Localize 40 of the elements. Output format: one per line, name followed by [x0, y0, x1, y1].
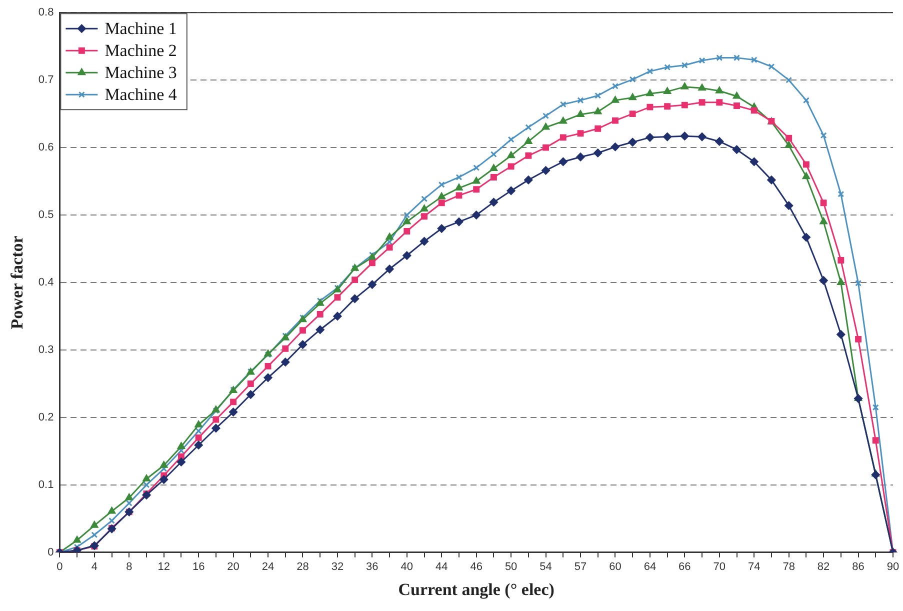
x-tick-label: 40 [400, 561, 414, 574]
x-axis-title: Current angle (° elec) [398, 580, 554, 600]
x-tick-label: 60 [609, 561, 622, 574]
y-tick-label: 0.2 [38, 411, 54, 424]
y-tick-label: 0.5 [38, 209, 54, 222]
x-tick-label: 8 [126, 561, 132, 574]
x-tick-label: 36 [366, 561, 378, 574]
x-tick-label: 86 [852, 561, 864, 574]
x-tick-label: 46 [470, 561, 482, 574]
x-tick-label: 54 [540, 561, 552, 574]
y-axis-title: Power factor [8, 235, 27, 330]
y-tick-label: 0.1 [38, 478, 54, 491]
x-tick-label: 16 [192, 561, 205, 574]
x-tick-label: 32 [331, 561, 344, 574]
y-tick-label: 0.3 [38, 344, 54, 356]
x-tick-label: 20 [227, 561, 240, 574]
legend-label: Machine 3 [104, 63, 177, 82]
x-tick-label: 28 [296, 561, 309, 574]
x-tick-label: 64 [644, 561, 656, 574]
x-tick-label: 57 [574, 561, 587, 574]
y-tick-label: 0.4 [38, 276, 54, 289]
x-tick-label: 78 [782, 561, 795, 574]
x-tick-label: 90 [886, 561, 900, 574]
legend-label: Machine 1 [104, 19, 177, 38]
x-tick-label: 82 [817, 561, 830, 574]
x-tick-label: 44 [436, 561, 448, 574]
x-tick-label: 66 [678, 561, 691, 574]
x-tick-label: 12 [158, 561, 170, 574]
x-tick-label: 4 [91, 561, 98, 574]
y-tick-label: 0.6 [38, 142, 54, 154]
x-tick-label: 0 [56, 561, 63, 574]
x-tick-label: 70 [713, 561, 726, 574]
x-tick-label: 24 [262, 561, 274, 574]
y-tick-label: 0.7 [38, 74, 54, 86]
legend-label: Machine 2 [104, 41, 177, 60]
legend-label: Machine 4 [104, 85, 178, 104]
y-tick-label: 0.8 [38, 6, 54, 19]
x-tick-label: 74 [748, 561, 760, 574]
x-tick-label: 50 [504, 561, 518, 574]
y-tick-label: 0 [48, 546, 54, 558]
